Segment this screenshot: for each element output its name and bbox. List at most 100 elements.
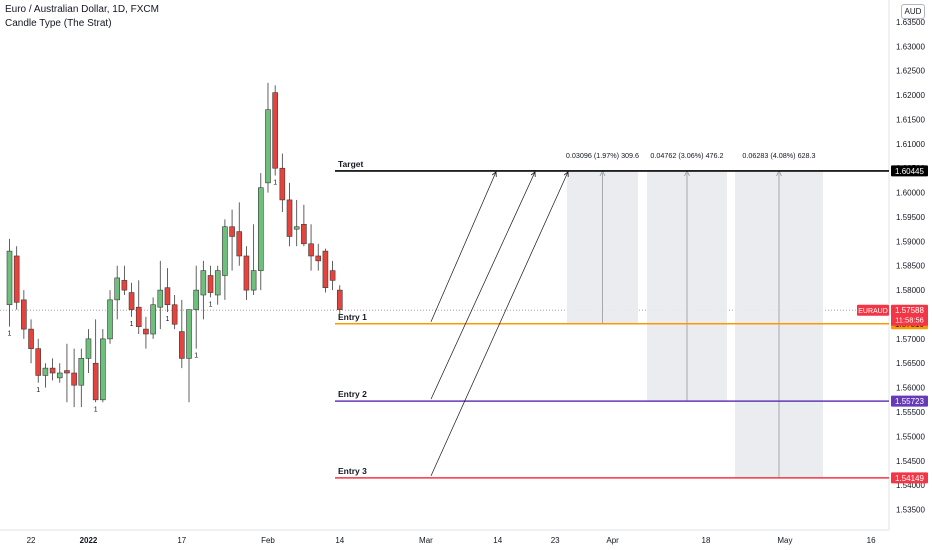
y-tick-label: 1.60000 bbox=[896, 189, 925, 198]
candle-body bbox=[308, 243, 314, 257]
x-tick-label: 22 bbox=[27, 536, 36, 545]
candle-body bbox=[279, 167, 286, 201]
x-tick-label: May bbox=[777, 536, 792, 545]
y-tick-label: 1.57000 bbox=[896, 335, 925, 344]
candle-body bbox=[121, 280, 128, 291]
projection-path-head bbox=[530, 171, 536, 177]
candle-body bbox=[128, 292, 135, 310]
y-tick-label: 1.58500 bbox=[896, 262, 925, 271]
candle-body bbox=[207, 275, 214, 293]
current-price-tag-bg bbox=[891, 304, 928, 326]
y-tick-label: 1.54000 bbox=[896, 481, 925, 490]
candle-body bbox=[243, 255, 250, 291]
candle-body bbox=[301, 223, 307, 245]
currency-button[interactable]: AUD bbox=[901, 4, 925, 19]
candle-body bbox=[265, 109, 271, 184]
candle-body bbox=[329, 270, 336, 281]
price-tag-label: 1.54149 bbox=[895, 474, 924, 483]
candle-body bbox=[164, 287, 171, 306]
candle-body bbox=[6, 250, 13, 306]
candle-body bbox=[107, 299, 113, 340]
y-tick-label: 1.59500 bbox=[896, 213, 925, 222]
candle-body bbox=[229, 226, 235, 237]
price-tag-bg bbox=[891, 395, 928, 407]
candle-type-label: 1 bbox=[273, 180, 277, 187]
x-tick-label: Apr bbox=[606, 536, 619, 545]
y-tick-label: 1.61500 bbox=[896, 115, 925, 124]
candle-body bbox=[157, 289, 164, 308]
candle-body bbox=[272, 92, 278, 169]
candle-body bbox=[322, 250, 329, 288]
x-tick-label: Feb bbox=[261, 536, 275, 545]
candle-body bbox=[13, 255, 20, 303]
x-tick-label: Mar bbox=[419, 536, 433, 545]
projection-path bbox=[430, 171, 569, 477]
projection-path-head bbox=[491, 171, 497, 177]
projection-path-head bbox=[563, 171, 569, 177]
candle-body bbox=[336, 289, 343, 310]
candle-body bbox=[78, 358, 85, 386]
y-tick-label: 1.56500 bbox=[896, 359, 925, 368]
candle-body bbox=[100, 338, 106, 401]
projection-label: 0.06283 (4.08%) 628.3 bbox=[742, 151, 815, 160]
projection-path bbox=[430, 171, 497, 322]
level-name: Entry 1 bbox=[338, 312, 367, 322]
symbol-tag-label: EURAUD bbox=[858, 308, 888, 315]
candle-body bbox=[236, 231, 243, 257]
candle-body bbox=[179, 331, 185, 359]
y-tick-label: 1.55500 bbox=[896, 408, 925, 417]
indicator-name: Candle Type (The Strat) bbox=[5, 18, 112, 29]
x-tick-label: 2022 bbox=[80, 536, 98, 545]
candle-type-label: 1 bbox=[130, 321, 134, 328]
candle-body bbox=[186, 309, 192, 359]
candle-type-label: 1 bbox=[36, 387, 40, 394]
x-tick-label: 18 bbox=[702, 536, 711, 545]
price-tag-label: 1.55723 bbox=[895, 397, 924, 406]
candle-body bbox=[193, 289, 199, 310]
price-tag-bg bbox=[891, 165, 928, 177]
candle-body bbox=[56, 372, 63, 379]
candle-body bbox=[143, 328, 149, 335]
price-tag-bg bbox=[891, 472, 928, 484]
y-tick-label: 1.62500 bbox=[896, 67, 925, 76]
candle-type-label: 1 bbox=[8, 331, 12, 338]
chart-title: Euro / Australian Dollar, 1D, FXCM bbox=[5, 4, 159, 15]
candle-body bbox=[200, 270, 207, 296]
y-tick-label: 1.63000 bbox=[896, 42, 925, 51]
candle-body bbox=[286, 199, 293, 237]
candle-body bbox=[150, 304, 156, 335]
candle-body bbox=[250, 270, 257, 291]
level-name: Entry 3 bbox=[338, 466, 367, 476]
x-tick-label: 16 bbox=[867, 536, 876, 545]
projection-label: 0.03096 (1.97%) 309.6 bbox=[566, 151, 639, 160]
candle-body bbox=[114, 277, 120, 301]
candle-body bbox=[92, 362, 99, 401]
candle-body bbox=[315, 255, 322, 262]
y-tick-label: 1.54500 bbox=[896, 457, 925, 466]
level-name: Target bbox=[338, 159, 364, 169]
bar-countdown-label: 11:58:56 bbox=[895, 316, 924, 325]
level-name: Entry 2 bbox=[338, 389, 367, 399]
candle-body bbox=[293, 226, 300, 230]
candle-body bbox=[42, 367, 49, 376]
y-tick-label: 1.55000 bbox=[896, 432, 925, 441]
candle-body bbox=[257, 187, 264, 271]
candle-type-label: 1 bbox=[194, 353, 198, 360]
x-tick-label: 17 bbox=[177, 536, 186, 545]
projection-path bbox=[430, 171, 536, 400]
y-tick-label: 1.63500 bbox=[896, 18, 925, 27]
y-tick-label: 1.56000 bbox=[896, 384, 925, 393]
candle-type-label: 1 bbox=[209, 301, 213, 308]
x-tick-label: 23 bbox=[551, 536, 560, 545]
candle-type-label: 1 bbox=[166, 316, 170, 323]
y-tick-label: 1.58000 bbox=[896, 286, 925, 295]
candle-body bbox=[71, 372, 77, 386]
candle-body bbox=[49, 367, 56, 374]
candle-type-label: 1 bbox=[94, 406, 98, 413]
candle-body bbox=[222, 226, 228, 276]
candle-body bbox=[214, 270, 221, 296]
candle-body bbox=[85, 338, 92, 359]
price-tag-label: 1.60445 bbox=[895, 167, 924, 176]
y-tick-label: 1.53500 bbox=[896, 506, 925, 515]
